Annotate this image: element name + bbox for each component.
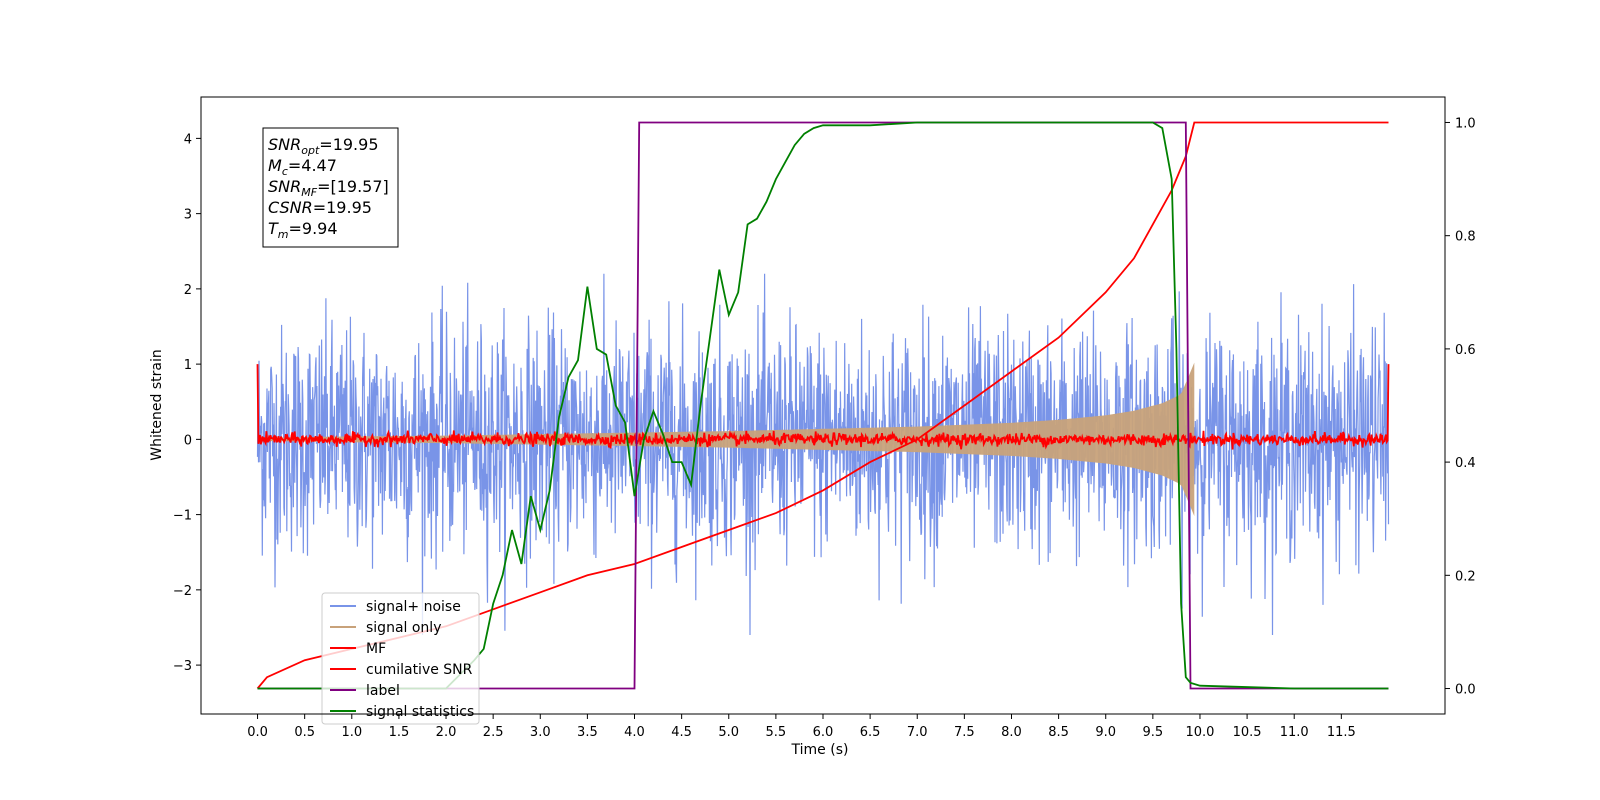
x-tick-label: 3.0 <box>530 725 551 740</box>
info-line-value: =[19.57] <box>317 177 389 196</box>
info-line-value: =4.47 <box>288 156 337 175</box>
x-axis-label: Time (s) <box>791 742 849 758</box>
info-line-subscript: m <box>278 228 289 241</box>
y-tick-label: 1 <box>184 358 192 373</box>
info-line-name: SNR <box>268 177 301 196</box>
y-tick-label: 0 <box>184 433 192 448</box>
y2-tick-label: 0.8 <box>1455 230 1476 245</box>
x-tick-label: 9.5 <box>1143 725 1164 740</box>
info-line-subscript: opt <box>301 144 320 157</box>
info-line-subscript: MF <box>301 186 317 199</box>
info-line: SNRopt=19.95 <box>268 135 379 157</box>
info-line-value: =19.95 <box>319 135 378 154</box>
series-area-1 <box>257 362 1195 517</box>
legend-entry: signal statistics <box>366 704 474 720</box>
x-tick-label: 8.5 <box>1048 725 1069 740</box>
y-tick-label: 4 <box>184 132 192 147</box>
x-tick-label: 10.0 <box>1185 725 1214 740</box>
y2-tick-label: 1.0 <box>1455 116 1476 131</box>
x-tick-label: 8.0 <box>1001 725 1022 740</box>
y2-tick-label: 0.4 <box>1455 456 1476 471</box>
y-tick-label: 2 <box>184 283 192 298</box>
info-line-value: =19.95 <box>313 198 372 217</box>
x-tick-label: 0.0 <box>247 725 268 740</box>
x-tick-label: 1.5 <box>389 725 410 740</box>
info-line-subscript: c <box>282 165 288 178</box>
y-axis-label: Whitened strain <box>149 349 165 460</box>
x-tick-label: 11.5 <box>1327 725 1356 740</box>
x-tick-label: 2.0 <box>436 725 457 740</box>
series-line-2 <box>256 364 1390 450</box>
y2-tick-label: 0.6 <box>1455 343 1476 358</box>
legend-entry: label <box>366 683 400 699</box>
x-tick-label: 4.0 <box>624 725 645 740</box>
legend-entry: signal+ noise <box>366 599 461 615</box>
series-line-5 <box>257 121 1389 690</box>
legend-entry: cumilative SNR <box>366 662 473 678</box>
y-tick-label: −1 <box>173 509 192 524</box>
legend-entry: MF <box>366 641 386 657</box>
x-tick-label: 4.5 <box>671 725 692 740</box>
axes: 0.0 0.5 1.0 1.5 2.0 2.5 3.0 3.5 4.0 4.5 5.0 5.5 6.0 6… <box>173 96 1476 740</box>
info-box-frame <box>262 127 399 248</box>
x-tick-label: 11.0 <box>1280 725 1309 740</box>
y-tick-label: −3 <box>173 659 192 674</box>
info-line-name: T <box>268 219 279 238</box>
y2-tick-label: 0.2 <box>1455 569 1476 584</box>
x-tick-label: 5.5 <box>766 725 787 740</box>
x-tick-label: 3.5 <box>577 725 598 740</box>
info-line: Tm=9.94 <box>268 219 338 241</box>
x-tick-label: 6.5 <box>860 725 881 740</box>
x-tick-label: 2.5 <box>483 725 504 740</box>
legend-frame <box>321 592 480 725</box>
x-tick-label: 10.5 <box>1233 725 1262 740</box>
x-tick-label: 9.0 <box>1095 725 1116 740</box>
y-tick-label: −2 <box>173 584 192 599</box>
x-tick-label: 7.0 <box>907 725 928 740</box>
x-tick-label: 5.0 <box>718 725 739 740</box>
info-line: CSNR=19.95 <box>268 198 372 217</box>
x-tick-label: 7.5 <box>954 725 975 740</box>
info-line-name: SNR <box>268 135 301 154</box>
y-tick-label: 3 <box>184 208 192 223</box>
info-line: Mc=4.47 <box>268 156 337 178</box>
info-line: SNRMF=[19.57] <box>268 177 389 199</box>
info-line-name: CSNR <box>268 198 313 217</box>
info-line-value: =9.94 <box>289 219 338 238</box>
legend: signal+ noise signal only MF cumilative SNR… <box>321 592 480 725</box>
y2-tick-label: 0.0 <box>1455 683 1476 698</box>
legend-entry: signal only <box>366 620 441 636</box>
x-tick-label: 1.0 <box>341 725 362 740</box>
info-line-name: M <box>268 156 282 175</box>
info-box: SNRopt=19.95Mc=4.47SNRMF=[19.57]CSNR=19.… <box>262 127 399 248</box>
x-tick-label: 6.0 <box>813 725 834 740</box>
x-tick-label: 0.5 <box>294 725 315 740</box>
